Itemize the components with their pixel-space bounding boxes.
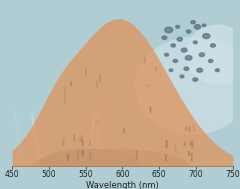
Circle shape <box>176 26 180 28</box>
Ellipse shape <box>40 149 139 177</box>
Circle shape <box>162 36 167 39</box>
Circle shape <box>194 25 201 29</box>
Circle shape <box>177 37 182 41</box>
Circle shape <box>215 69 219 72</box>
Circle shape <box>180 75 184 78</box>
Circle shape <box>202 24 206 26</box>
Circle shape <box>184 67 189 70</box>
Circle shape <box>193 78 198 81</box>
Circle shape <box>181 48 187 52</box>
Circle shape <box>210 44 215 47</box>
Circle shape <box>186 30 191 33</box>
Circle shape <box>199 53 204 57</box>
Circle shape <box>165 27 173 33</box>
Ellipse shape <box>136 38 240 134</box>
Circle shape <box>165 53 168 56</box>
Circle shape <box>203 34 210 39</box>
Circle shape <box>185 56 192 60</box>
Circle shape <box>173 59 178 63</box>
X-axis label: Wavelength (nm): Wavelength (nm) <box>86 181 159 189</box>
Circle shape <box>169 69 173 71</box>
Circle shape <box>193 41 197 44</box>
Ellipse shape <box>34 149 189 183</box>
Circle shape <box>209 59 213 63</box>
Circle shape <box>171 44 175 47</box>
Ellipse shape <box>186 25 240 84</box>
Circle shape <box>191 21 195 24</box>
Circle shape <box>197 68 203 72</box>
